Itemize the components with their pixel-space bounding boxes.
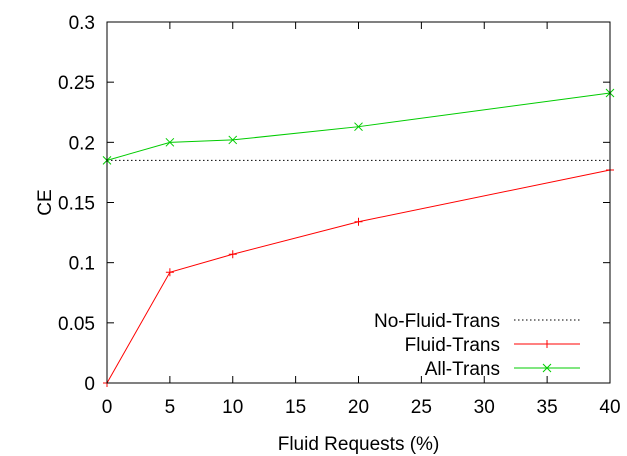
y-tick-label: 0.15	[58, 194, 95, 215]
cross-marker	[542, 363, 552, 373]
x-tick-label: 20	[348, 397, 369, 418]
y-tick-label: 0	[84, 374, 95, 395]
y-tick-label: 0.3	[69, 13, 95, 34]
cross-marker	[354, 122, 363, 132]
ticks: 0 5 10 15 20 25 30 35 40 0 0.05 0.1 0.15 0.2 0.25 0.3	[58, 13, 621, 418]
legend: No-Fluid-Trans Fluid-Trans All-Trans	[374, 311, 580, 380]
plus-marker	[354, 217, 363, 226]
x-tick-label: 5	[165, 397, 176, 418]
x-tick-label: 30	[474, 397, 495, 418]
legend-label: No-Fluid-Trans	[374, 311, 500, 332]
x-tick-label: 0	[102, 397, 113, 418]
y-tick-label: 0.2	[69, 133, 95, 154]
plus-marker	[165, 268, 174, 277]
series-all-trans	[102, 88, 615, 165]
legend-label: All-Trans	[425, 359, 500, 380]
plot-frame	[106, 21, 611, 384]
x-tick-label: 25	[411, 397, 432, 418]
y-tick-label: 0.25	[58, 73, 95, 94]
x-tick-label: 15	[285, 397, 306, 418]
x-tick-label: 40	[599, 397, 620, 418]
y-tick-label: 0.05	[58, 314, 95, 335]
x-axis-label: Fluid Requests (%)	[278, 434, 440, 455]
x-tick-label: 35	[537, 397, 558, 418]
series-fluid-trans	[103, 166, 614, 387]
y-tick-label: 0.1	[69, 254, 95, 275]
series-layer	[102, 88, 615, 387]
cross-marker	[228, 135, 238, 145]
series-line	[106, 169, 611, 384]
cross-marker	[165, 137, 175, 147]
x-tick-label: 10	[222, 397, 243, 418]
plus-marker	[228, 250, 237, 259]
y-axis-label: CE	[35, 189, 56, 215]
plus-marker	[543, 340, 551, 348]
legend-label: Fluid-Trans	[405, 335, 500, 356]
